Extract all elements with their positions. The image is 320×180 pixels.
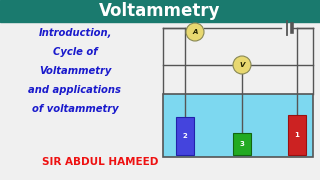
Bar (0, 0, 320, 22)
Text: Introduction,: Introduction, (38, 28, 112, 38)
Text: A: A (192, 29, 198, 35)
Text: 2: 2 (183, 133, 188, 139)
Bar (163, 94, 313, 157)
Text: Voltammetry: Voltammetry (39, 66, 111, 76)
Bar (288, 115, 306, 155)
Circle shape (186, 23, 204, 41)
Text: of voltammetry: of voltammetry (32, 104, 118, 114)
Text: 1: 1 (295, 132, 300, 138)
Text: Voltammetry: Voltammetry (99, 2, 221, 20)
Bar (233, 133, 251, 155)
Text: Cycle of: Cycle of (53, 47, 97, 57)
Circle shape (233, 56, 251, 74)
Text: SIR ABDUL HAMEED: SIR ABDUL HAMEED (42, 157, 158, 167)
Text: V: V (239, 62, 245, 68)
Text: and applications: and applications (28, 85, 122, 95)
Bar (176, 117, 194, 155)
Text: 3: 3 (240, 141, 244, 147)
